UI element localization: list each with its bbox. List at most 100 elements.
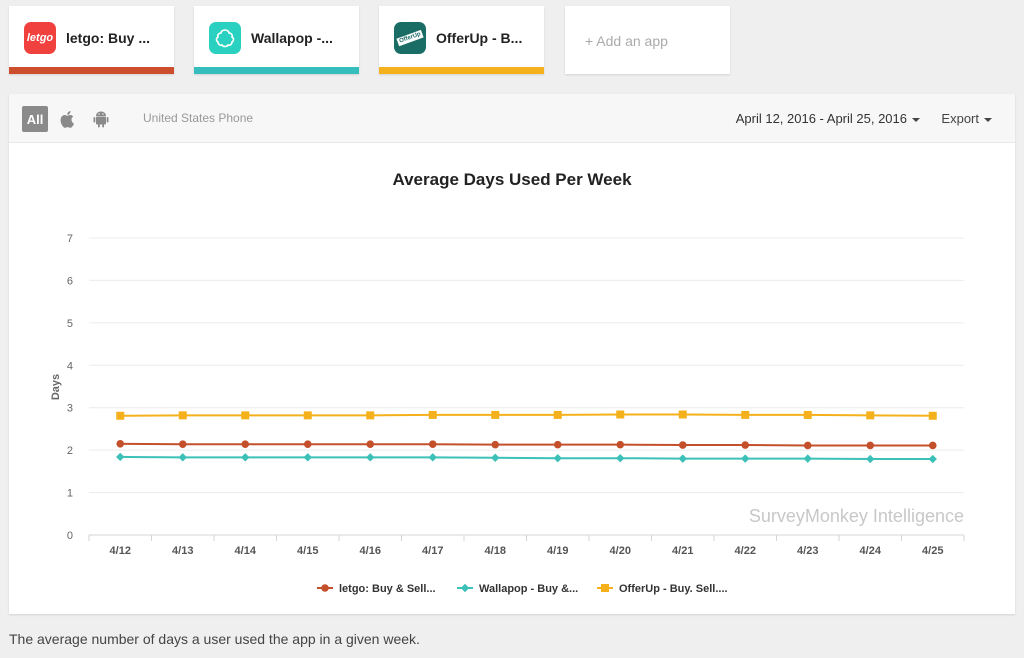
x-tick-label: 4/13 (172, 545, 193, 557)
chart-toolbar: All United States Phone April 12, 2016 -… (9, 94, 1015, 143)
data-point (303, 453, 312, 462)
date-range-text: April 12, 2016 - April 25, 2016 (735, 111, 907, 126)
series-line (120, 442, 933, 447)
x-tick-label: 4/23 (797, 545, 818, 557)
data-point (553, 410, 562, 419)
x-tick-label: 4/22 (735, 545, 756, 557)
chart-series (116, 410, 937, 464)
date-range-dropdown[interactable]: April 12, 2016 - April 25, 2016 (736, 111, 920, 126)
app-name-letgo: letgo: Buy ... (66, 30, 150, 46)
chart-grid (89, 237, 964, 536)
data-point (678, 441, 687, 449)
chart-title: Average Days Used Per Week (392, 170, 632, 189)
chart-panel: All United States Phone April 12, 2016 -… (9, 94, 1015, 614)
chevron-down-icon (984, 117, 992, 122)
y-axis-label: Days (50, 374, 62, 400)
x-tick-label: 4/15 (297, 545, 318, 557)
legend-label: Wallapop - Buy &... (479, 583, 578, 595)
app-card-offerup[interactable]: OfferUp OfferUp - B... (379, 6, 544, 74)
series-1 (116, 439, 937, 450)
y-tick-label: 0 (67, 530, 73, 542)
series-3 (116, 410, 937, 420)
data-point (366, 440, 375, 449)
app-color-bar-offerup (379, 67, 544, 74)
chart-legend: letgo: Buy & Sell... Wallapop - Buy &... O… (317, 583, 728, 595)
data-point (491, 410, 500, 419)
x-tick-label: 4/18 (485, 545, 506, 557)
offerup-app-icon: OfferUp (394, 22, 426, 54)
y-tick-label: 2 (67, 445, 73, 457)
x-tick-label: 4/14 (235, 545, 257, 557)
wallapop-app-icon (209, 22, 241, 54)
data-point (178, 411, 187, 420)
x-tick-label: 4/20 (610, 545, 631, 557)
legend-marker (601, 584, 609, 592)
y-tick-label: 3 (67, 403, 73, 415)
x-tick-label: 4/21 (672, 545, 693, 557)
app-name-wallapop: Wallapop -... (251, 30, 333, 46)
x-tick-label: 4/19 (547, 545, 568, 557)
data-point (866, 441, 875, 450)
data-point (428, 453, 437, 462)
data-point (866, 411, 875, 420)
line-chart: Average Days Used Per Week 0 1 2 3 4 5 6 7 Days… (50, 170, 965, 595)
legend-marker (460, 583, 470, 593)
x-tick-label: 4/17 (422, 545, 443, 557)
data-point (241, 453, 250, 462)
data-point (303, 411, 312, 420)
data-point (241, 440, 250, 449)
data-point (928, 454, 937, 464)
data-point (428, 410, 437, 419)
legend-item: Wallapop - Buy &... (457, 583, 578, 595)
data-point (803, 410, 812, 419)
data-point (366, 411, 375, 420)
y-tick-label: 1 (67, 488, 73, 500)
y-tick-label: 6 (67, 275, 73, 287)
data-point (366, 453, 375, 462)
y-tick-label: 7 (67, 233, 73, 245)
data-point (178, 440, 187, 449)
data-point (678, 410, 687, 419)
app-card-letgo[interactable]: letgo letgo: Buy ... (9, 6, 174, 74)
chevron-down-icon (912, 117, 920, 122)
data-point (553, 454, 562, 463)
data-point (803, 441, 812, 450)
legend-label: letgo: Buy & Sell... (339, 583, 436, 595)
legend-item: OfferUp - Buy. Sell.... (597, 583, 728, 595)
x-axis: 4/12 4/13 4/14 4/15 4/16 4/17 4/18 4/19 4/20 4/21… (88, 535, 965, 557)
data-point (741, 454, 750, 463)
data-point (116, 439, 125, 448)
app-card-wallapop[interactable]: Wallapop -... (194, 6, 359, 74)
data-point (553, 440, 562, 449)
android-icon[interactable] (91, 109, 111, 129)
x-tick-label: 4/24 (860, 545, 882, 557)
data-point (928, 411, 937, 420)
watermark: SurveyMonkey Intelligence (749, 506, 964, 526)
data-point (741, 410, 750, 419)
data-point (803, 454, 812, 463)
add-app-button[interactable]: + Add an app (565, 6, 730, 74)
data-point (428, 440, 437, 449)
data-point (491, 453, 500, 462)
platform-all-button[interactable]: All (22, 106, 48, 132)
data-point (303, 440, 312, 449)
x-tick-label: 4/16 (360, 545, 381, 557)
letgo-app-icon: letgo (24, 22, 56, 54)
data-point (491, 440, 500, 449)
wallapop-logo-icon (215, 29, 235, 48)
data-point (741, 441, 750, 449)
series-line (120, 455, 933, 461)
region-label: United States Phone (143, 111, 254, 125)
offerup-icon-text: OfferUp (396, 29, 424, 47)
y-axis-ticks: 0 1 2 3 4 5 6 7 (67, 233, 73, 542)
data-point (241, 411, 250, 420)
letgo-icon-text: letgo (26, 32, 54, 44)
y-tick-label: 5 (67, 318, 73, 330)
data-point (616, 454, 625, 463)
apple-icon[interactable] (58, 109, 78, 129)
data-point (616, 410, 625, 419)
legend-label: OfferUp - Buy. Sell.... (619, 583, 728, 595)
export-dropdown[interactable]: Export (941, 111, 992, 126)
data-point (116, 452, 125, 462)
y-tick-label: 4 (67, 360, 73, 372)
